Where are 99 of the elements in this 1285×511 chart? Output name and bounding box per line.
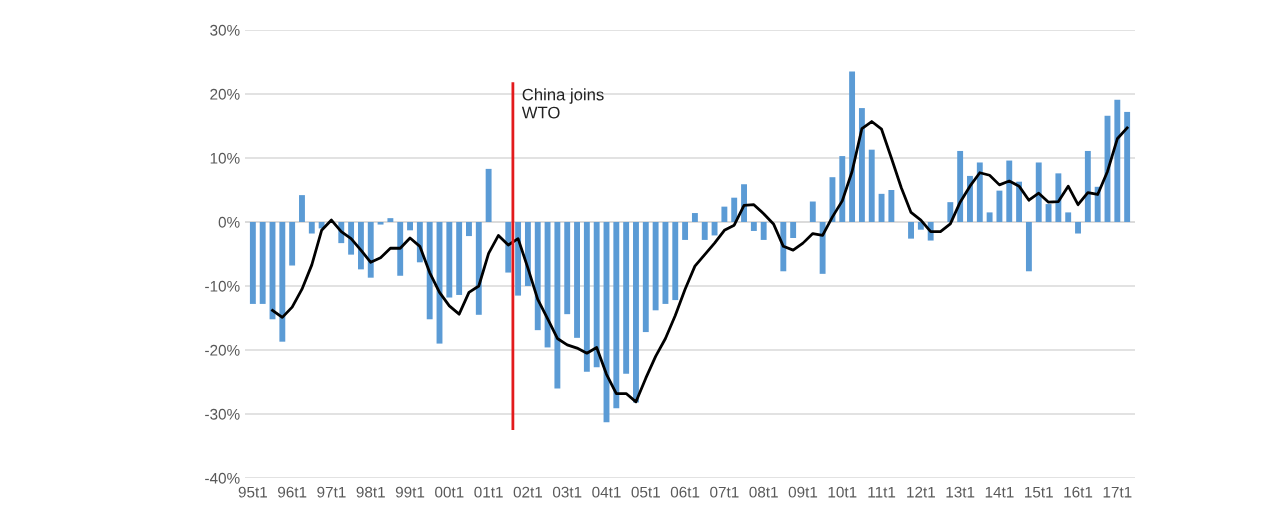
x-tick-label: 98t1	[356, 486, 385, 498]
bar	[976, 162, 983, 222]
bar	[760, 222, 767, 240]
bar	[1035, 162, 1042, 222]
x-tick-label: 00t1	[435, 486, 464, 498]
x-tick-label: 05t1	[631, 486, 660, 498]
y-tick-label: 0%	[218, 216, 240, 228]
bar	[633, 222, 639, 403]
bar	[544, 222, 551, 348]
bar	[407, 222, 413, 231]
bar	[475, 222, 482, 315]
bar	[1006, 160, 1013, 222]
x-tick-label: 08t1	[749, 486, 778, 498]
bar	[574, 222, 580, 338]
x-tick-label: 02t1	[513, 486, 543, 498]
bar	[299, 195, 305, 222]
bar	[505, 222, 512, 273]
y-tick-label: -20%	[205, 344, 240, 356]
x-tick-label: 17t1	[1103, 486, 1132, 498]
y-tick-label: -10%	[205, 280, 240, 292]
bar	[446, 222, 453, 298]
y-tick-label: -30%	[205, 408, 240, 420]
line-series	[271, 120, 1129, 404]
bar	[878, 193, 885, 222]
bar	[279, 222, 286, 342]
bar	[387, 218, 394, 222]
bar	[1016, 181, 1023, 222]
x-tick-label: 96t1	[278, 486, 307, 498]
bar	[750, 222, 757, 231]
bar	[682, 222, 689, 240]
bar	[1124, 111, 1131, 222]
x-tick-label: 14t1	[985, 486, 1014, 498]
bar	[456, 222, 463, 295]
bar	[357, 222, 364, 270]
bar	[868, 149, 875, 222]
bar	[554, 222, 561, 389]
x-tick-label: 10t1	[828, 486, 857, 498]
x-tick-label: 01t1	[474, 486, 503, 498]
bar	[691, 213, 698, 222]
x-tick-label: 95t1	[238, 486, 267, 498]
bar	[908, 222, 914, 239]
bar	[515, 222, 522, 296]
bar	[1045, 204, 1052, 222]
bar	[564, 222, 571, 315]
bar	[711, 222, 718, 236]
x-tick-label: 03t1	[552, 486, 582, 498]
bar	[249, 222, 256, 304]
bar	[1025, 222, 1032, 272]
bar	[534, 222, 541, 331]
bar	[957, 150, 964, 222]
bar	[642, 222, 649, 333]
bar	[819, 222, 826, 274]
bar	[731, 197, 738, 222]
y-tick-label: 10%	[210, 152, 240, 164]
bar	[367, 222, 374, 278]
x-tick-label: 13t1	[946, 486, 975, 498]
bar	[485, 168, 492, 222]
bar	[672, 222, 679, 301]
bar	[426, 222, 433, 320]
x-tick-label: 11t1	[868, 486, 896, 498]
bar	[652, 222, 659, 311]
bar	[593, 222, 600, 368]
bar	[1065, 212, 1072, 222]
bar	[986, 212, 993, 222]
bar	[809, 201, 816, 222]
bar	[721, 206, 728, 222]
x-tick-label: 04t1	[592, 486, 621, 498]
y-tick-label: -40%	[205, 472, 240, 484]
y-tick-label: 20%	[210, 88, 240, 100]
bar	[377, 222, 384, 225]
bar	[466, 222, 472, 237]
bar	[397, 222, 404, 276]
x-tick-label: 09t1	[788, 486, 818, 498]
bar	[790, 222, 797, 238]
y-tick-label: 30%	[210, 24, 240, 36]
bar	[308, 222, 315, 234]
bar	[1055, 173, 1062, 222]
x-tick-label: 16t1	[1064, 486, 1093, 498]
bar	[849, 71, 856, 222]
bar	[662, 222, 669, 304]
x-tick-label: 99t1	[395, 486, 425, 498]
bar	[259, 222, 266, 304]
bar	[583, 222, 590, 372]
x-tick-label: 97t1	[317, 486, 346, 498]
bar	[1114, 99, 1121, 222]
bar	[996, 190, 1003, 222]
bar	[613, 222, 620, 409]
x-tick-label: 12t1	[907, 486, 935, 498]
bar	[1075, 222, 1081, 234]
bar	[1084, 150, 1091, 222]
bar	[289, 222, 296, 266]
x-tick-label: 07t1	[710, 486, 739, 498]
bar	[858, 108, 865, 222]
bar	[623, 222, 630, 374]
bar	[701, 222, 708, 240]
annotation: China joins WTO	[521, 88, 604, 119]
x-tick-label: 15t1	[1025, 486, 1053, 498]
x-tick-label: 06t1	[670, 486, 700, 498]
bar	[888, 190, 895, 222]
